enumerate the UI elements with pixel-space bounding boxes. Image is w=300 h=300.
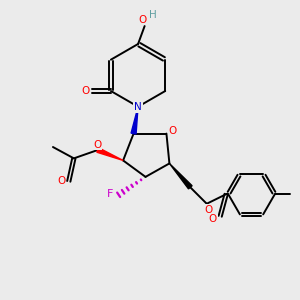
Text: F: F [107, 189, 113, 199]
Text: O: O [169, 126, 177, 136]
Polygon shape [131, 107, 138, 134]
Text: O: O [57, 176, 65, 186]
Text: N: N [134, 102, 142, 112]
Text: O: O [138, 14, 146, 25]
Text: H: H [149, 10, 157, 20]
Text: O: O [208, 214, 217, 224]
Polygon shape [97, 148, 123, 161]
Text: O: O [82, 86, 90, 96]
Text: O: O [204, 205, 212, 215]
Polygon shape [169, 164, 192, 189]
Text: O: O [93, 140, 101, 150]
